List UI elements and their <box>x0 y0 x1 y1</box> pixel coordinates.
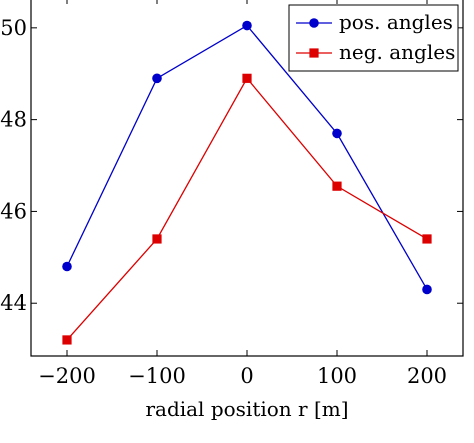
legend-marker <box>309 18 319 28</box>
data-point <box>62 335 72 345</box>
y-tick-label: 46 <box>0 199 27 223</box>
legend: pos. angles neg. angles <box>288 4 459 72</box>
data-point <box>422 234 432 244</box>
legend-box <box>288 4 459 72</box>
data-point <box>332 181 342 191</box>
data-point <box>332 128 342 139</box>
x-tick-label: 0 <box>240 364 253 388</box>
y-tick-label: 50 <box>0 16 27 40</box>
x-tick-label: 100 <box>317 364 357 388</box>
data-point <box>242 73 252 83</box>
x-axis-title: radial position r [m] <box>145 397 348 421</box>
data-point <box>422 284 432 295</box>
y-tick-label: 44 <box>0 291 27 315</box>
series-line <box>66 77 428 341</box>
plot-area <box>62 20 432 345</box>
x-tick-label: −100 <box>128 364 186 388</box>
y-tick-label: 48 <box>0 108 27 132</box>
data-point <box>242 20 252 31</box>
x-tick-label: −200 <box>38 364 96 388</box>
data-point <box>62 261 72 272</box>
data-point <box>152 73 162 84</box>
legend-marker <box>309 48 319 58</box>
axis-ticks: −200 −100 0 100 200 44 46 48 50 <box>0 0 463 388</box>
legend-label: neg. angles <box>339 40 455 64</box>
legend-label: pos. angles <box>339 10 453 34</box>
x-tick-label: 200 <box>407 364 447 388</box>
data-point <box>152 234 162 244</box>
